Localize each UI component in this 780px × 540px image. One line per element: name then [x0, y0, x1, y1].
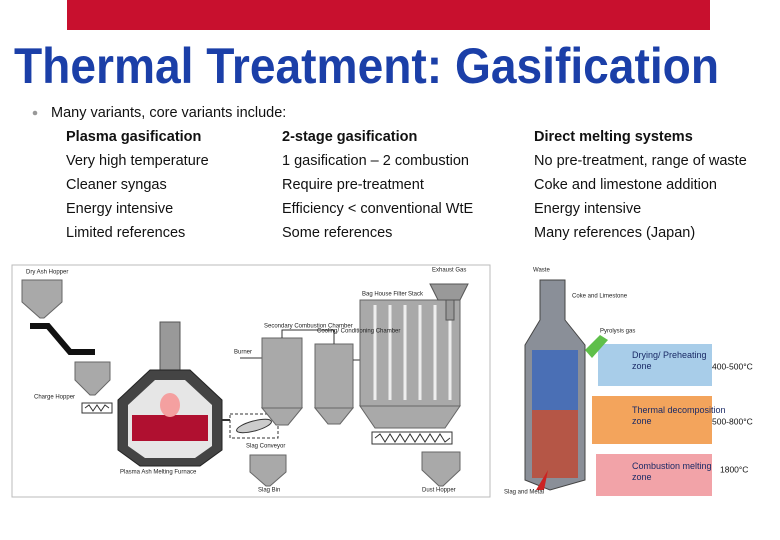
- slag-bin: [249, 454, 287, 487]
- diagram-label: Bag House Filter: [362, 292, 407, 298]
- plasma: [160, 393, 180, 417]
- intro: Many variants, core variants include:: [51, 105, 286, 121]
- top-bar: [67, 0, 710, 30]
- column-item: 1 gasification – 2 combustion: [282, 153, 469, 169]
- diagram-label: Waste: [533, 268, 550, 274]
- hot-zone: [532, 410, 578, 478]
- diagram-label: Cooling/ Conditioning Chamber: [317, 329, 400, 335]
- column-item: Coke and limestone addition: [534, 177, 717, 193]
- diagram-label: Exhaust Gas: [432, 268, 466, 274]
- column-heading: 2-stage gasification: [282, 129, 417, 145]
- diagram-label: Slag and Metal: [504, 490, 544, 496]
- diagram-label: Dust Hopper: [422, 488, 456, 494]
- diagram-label: Secondary Combustion Chamber: [264, 324, 353, 330]
- temperature: 1800°C: [720, 464, 748, 474]
- zone-label: Drying/ Preheating zone: [632, 350, 707, 371]
- dust-hopper: [421, 451, 461, 487]
- diagram-label: Charge Hopper: [34, 395, 75, 401]
- slag-arrow: [536, 470, 548, 490]
- baghouse: [359, 299, 461, 407]
- conveyor-drum: [236, 418, 272, 434]
- diagram-label: Burner: [234, 350, 252, 356]
- column-item: Cleaner syngas: [66, 177, 167, 193]
- left-diagram: [11, 264, 491, 498]
- filter-bags: [373, 305, 452, 400]
- stack-pipe: [445, 299, 455, 321]
- temperature: 500-800°C: [712, 416, 753, 426]
- diagram-label: Slag Bin: [258, 488, 280, 494]
- gas-arrow: [585, 335, 608, 358]
- column-heading: Plasma gasification: [66, 129, 201, 145]
- zone-label: Thermal decomposition zone: [632, 405, 726, 426]
- baghouse-cone: [359, 405, 461, 429]
- column-item: Energy intensive: [534, 201, 641, 217]
- hopper: [74, 361, 111, 396]
- pipe: [281, 329, 335, 344]
- diagram-label: Plasma Ash Melting Furnace: [120, 470, 197, 476]
- bullet: [32, 110, 38, 116]
- column-item: No pre-treatment, range of waste: [534, 153, 747, 169]
- zone-band: [592, 396, 712, 444]
- chamber-cone: [260, 407, 304, 426]
- diagram-label: Coke and Limestone: [572, 294, 628, 300]
- feeder: [81, 402, 113, 414]
- column-item: Many references (Japan): [534, 225, 695, 241]
- diagram-label: Stack: [408, 292, 424, 298]
- zone-band: [598, 344, 712, 386]
- column-heading: Direct melting systems: [534, 129, 693, 145]
- diagram-label: Dry Ash Hopper: [26, 270, 68, 276]
- chamber: [314, 343, 354, 409]
- screw: [84, 404, 110, 412]
- chamber-cone: [313, 407, 355, 425]
- column-item: Limited references: [66, 225, 185, 241]
- chamber: [261, 337, 303, 409]
- title: Thermal Treatment: Gasification: [14, 38, 719, 94]
- column-item: Energy intensive: [66, 201, 173, 217]
- stack: [429, 283, 469, 301]
- diagram-label: Slag Conveyor: [246, 444, 285, 450]
- chute: [30, 323, 95, 355]
- right-diagram: [500, 262, 712, 497]
- hopper: [21, 279, 63, 319]
- column-item: Require pre-treatment: [282, 177, 424, 193]
- zone-band: [596, 454, 712, 496]
- column-item: Efficiency < conventional WtE: [282, 201, 473, 217]
- diagram-label: Pyrolysis gas: [600, 329, 635, 335]
- column-item: Some references: [282, 225, 392, 241]
- temperature: 400-500°C: [712, 361, 753, 371]
- melt: [132, 415, 208, 441]
- column-item: Very high temperature: [66, 153, 209, 169]
- zone-label: Combustion melting zone: [632, 461, 712, 482]
- screw: [374, 433, 451, 443]
